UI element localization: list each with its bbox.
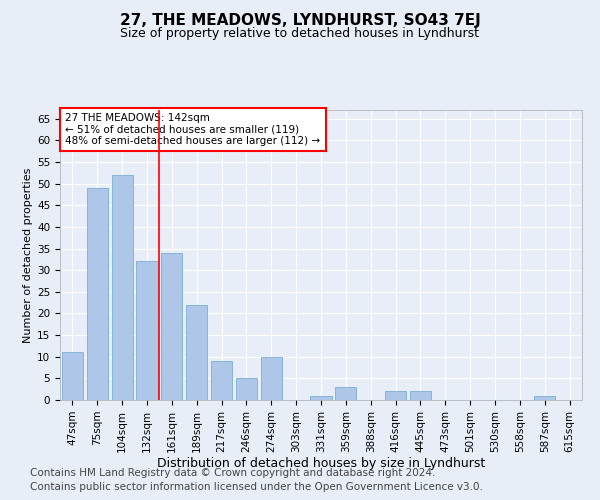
Bar xyxy=(534,396,555,400)
Bar xyxy=(261,356,282,400)
Text: Size of property relative to detached houses in Lyndhurst: Size of property relative to detached ho… xyxy=(121,28,479,40)
Bar xyxy=(236,378,257,400)
Text: 27, THE MEADOWS, LYNDHURST, SO43 7EJ: 27, THE MEADOWS, LYNDHURST, SO43 7EJ xyxy=(119,12,481,28)
Bar xyxy=(112,175,133,400)
Bar xyxy=(161,253,182,400)
Text: 27 THE MEADOWS: 142sqm
← 51% of detached houses are smaller (119)
48% of semi-de: 27 THE MEADOWS: 142sqm ← 51% of detached… xyxy=(65,113,320,146)
Bar xyxy=(385,392,406,400)
Bar xyxy=(87,188,108,400)
Bar xyxy=(335,387,356,400)
Bar xyxy=(410,392,431,400)
Bar xyxy=(136,262,158,400)
Bar xyxy=(310,396,332,400)
X-axis label: Distribution of detached houses by size in Lyndhurst: Distribution of detached houses by size … xyxy=(157,458,485,470)
Bar xyxy=(62,352,83,400)
Text: Contains HM Land Registry data © Crown copyright and database right 2024.: Contains HM Land Registry data © Crown c… xyxy=(30,468,436,477)
Y-axis label: Number of detached properties: Number of detached properties xyxy=(23,168,33,342)
Bar xyxy=(211,361,232,400)
Text: Contains public sector information licensed under the Open Government Licence v3: Contains public sector information licen… xyxy=(30,482,483,492)
Bar xyxy=(186,305,207,400)
